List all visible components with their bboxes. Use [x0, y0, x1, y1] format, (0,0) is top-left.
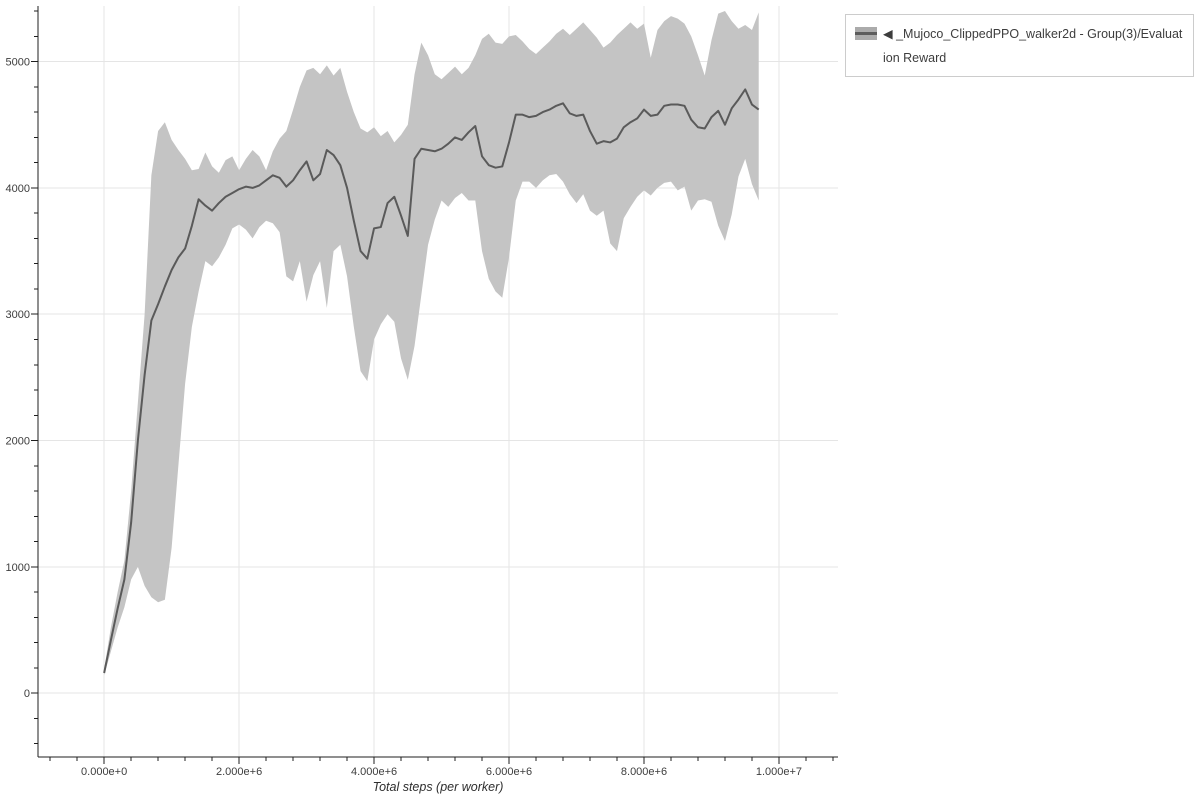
axes: [31, 6, 838, 764]
x-tick-label: 1.000e+7: [756, 766, 802, 778]
legend-entry[interactable]: ◀ _Mujoco_ClippedPPO_walker2d - Group(3)…: [855, 22, 1186, 70]
x-tick-label: 8.000e+6: [621, 766, 667, 778]
legend-label: ◀ _Mujoco_ClippedPPO_walker2d - Group(3)…: [883, 22, 1183, 70]
x-tick-label: 0.000e+0: [81, 766, 127, 778]
legend: ◀ _Mujoco_ClippedPPO_walker2d - Group(3)…: [845, 14, 1194, 77]
y-tick-label: 2000: [6, 436, 30, 448]
y-tick-label: 4000: [6, 183, 30, 195]
legend-swatch-band-line-icon: [855, 27, 877, 40]
y-tick-label: 3000: [6, 309, 30, 321]
y-tick-label: 0: [24, 688, 30, 700]
y-tick-label: 5000: [6, 57, 30, 69]
legend-swatch-mean-line: [855, 32, 877, 35]
x-tick-label: 2.000e+6: [216, 766, 262, 778]
collapse-triangle-icon[interactable]: ◀: [883, 27, 893, 41]
y-tick-label: 1000: [6, 562, 30, 574]
x-tick-label: 6.000e+6: [486, 766, 532, 778]
x-axis-title: Total steps (per worker): [372, 780, 504, 794]
x-tick-label: 4.000e+6: [351, 766, 397, 778]
std-band: [104, 11, 759, 676]
mean-line: [103, 88, 760, 674]
tick-labels: 0.000e+0 2.000e+6 4.000e+6 6.000e+6 8.000e+6…: [6, 57, 803, 778]
legend-label-text: _Mujoco_ClippedPPO_walker2d - Group(3)/E…: [883, 27, 1183, 65]
